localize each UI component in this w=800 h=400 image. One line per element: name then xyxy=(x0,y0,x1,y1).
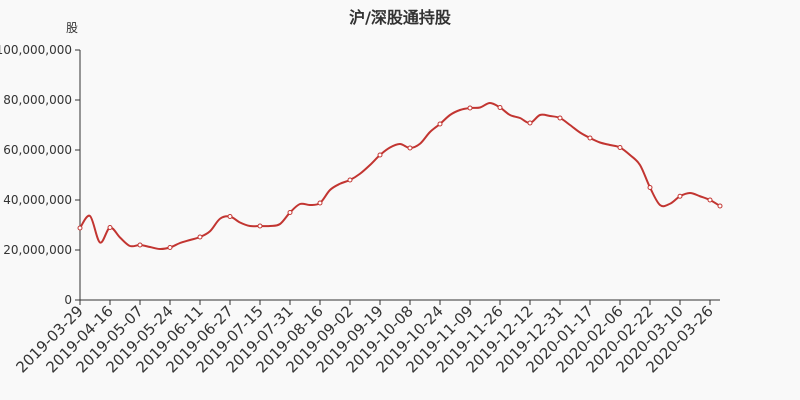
data-point xyxy=(497,105,503,110)
y-tick-label: 80,000,000 xyxy=(3,93,72,107)
y-tick-label: 40,000,000 xyxy=(3,193,72,207)
data-point xyxy=(527,120,533,126)
data-point xyxy=(707,197,713,203)
data-point xyxy=(227,214,233,219)
data-point xyxy=(137,242,143,248)
data-point xyxy=(107,225,113,230)
data-point xyxy=(287,210,293,215)
y-tick-label: 60,000,000 xyxy=(3,143,72,157)
data-point xyxy=(257,223,263,229)
series-line xyxy=(79,101,721,251)
data-point xyxy=(407,145,413,151)
data-point xyxy=(647,185,653,190)
data-point xyxy=(677,193,683,199)
data-point xyxy=(617,145,623,150)
y-tick-label: 20,000,000 xyxy=(3,243,72,257)
y-tick-label: 0 xyxy=(64,293,72,307)
data-point xyxy=(587,135,593,141)
data-point xyxy=(467,105,473,111)
data-point xyxy=(377,152,383,158)
data-point xyxy=(437,121,443,127)
data-point xyxy=(77,225,83,231)
data-point xyxy=(197,234,203,240)
data-point xyxy=(347,177,353,183)
data-point xyxy=(167,245,173,250)
y-axis-label: 股 xyxy=(66,21,78,35)
chart-title: 沪/深股通持股 xyxy=(349,8,451,27)
data-point xyxy=(317,200,323,206)
y-tick-label: 100,000,000 xyxy=(0,43,72,57)
data-point xyxy=(557,115,563,121)
data-point xyxy=(717,203,723,209)
